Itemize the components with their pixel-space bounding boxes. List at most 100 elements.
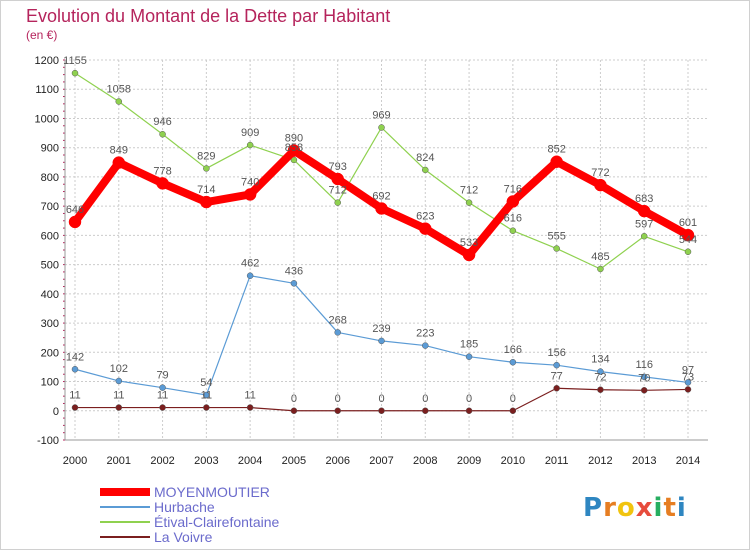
svg-text:Proxiti: Proxiti — [583, 493, 687, 523]
x-tick-label: 2007 — [369, 455, 393, 467]
data-label: 77 — [551, 370, 563, 382]
data-point — [465, 353, 473, 360]
data-label: 1058 — [107, 84, 131, 96]
data-point — [597, 386, 604, 393]
data-point — [290, 407, 298, 415]
data-point — [290, 280, 298, 287]
data-point — [71, 69, 79, 77]
data-point — [550, 155, 563, 168]
data-point — [684, 248, 692, 256]
chart-subtitle: (en €) — [26, 28, 57, 42]
data-label: 969 — [372, 110, 390, 122]
data-label: 134 — [591, 354, 609, 366]
data-point — [115, 377, 123, 385]
data-label: 54 — [200, 377, 212, 389]
data-point — [506, 195, 520, 208]
data-point — [640, 373, 648, 381]
data-label: 70 — [638, 372, 650, 384]
data-point — [68, 215, 82, 229]
x-tick-label: 2004 — [238, 455, 262, 467]
x-tick-label: 2000 — [63, 455, 87, 467]
y-tick-label: 900 — [41, 143, 59, 155]
data-label: 646 — [66, 204, 84, 216]
data-label: 852 — [547, 144, 565, 156]
data-point — [378, 337, 385, 345]
data-point — [290, 156, 298, 164]
legend-label: MOYENMOUTIER — [154, 484, 270, 500]
data-label: 946 — [153, 116, 171, 128]
data-point — [597, 368, 604, 375]
y-tick-label: 1100 — [35, 84, 59, 96]
data-label: 11 — [113, 390, 124, 402]
data-point — [553, 245, 560, 252]
data-label: 73 — [682, 371, 694, 383]
data-point — [246, 141, 254, 149]
legend: MOYENMOUTIERHurbacheÉtival-Clairefontain… — [100, 484, 279, 545]
x-tick-label: 2002 — [150, 455, 174, 467]
data-label: 533 — [460, 237, 478, 249]
data-label: 0 — [466, 393, 472, 405]
x-tick-label: 2005 — [282, 455, 306, 467]
y-tick-label: 200 — [41, 347, 59, 359]
data-point — [375, 202, 388, 215]
data-point — [159, 130, 166, 138]
data-point — [243, 188, 257, 201]
data-point — [112, 156, 126, 169]
y-tick-label: 1200 — [35, 55, 59, 67]
data-label: 824 — [416, 152, 434, 164]
y-tick-label: 400 — [41, 289, 59, 301]
data-point — [509, 358, 517, 366]
data-label: 544 — [679, 234, 697, 246]
data-point — [159, 384, 166, 391]
data-point — [71, 404, 79, 411]
data-label: 239 — [372, 323, 390, 335]
data-point — [509, 227, 517, 234]
x-tick-label: 2012 — [588, 455, 612, 467]
data-label: 0 — [335, 393, 341, 405]
y-tick-label: 100 — [41, 377, 59, 389]
data-label: 778 — [153, 165, 171, 177]
data-label: 793 — [329, 161, 347, 173]
data-label: 616 — [504, 213, 522, 225]
data-point — [203, 404, 210, 411]
data-point — [422, 342, 429, 349]
data-point — [203, 391, 210, 399]
data-label: 142 — [66, 351, 84, 363]
data-label: 555 — [547, 231, 565, 243]
y-tick-label: 600 — [41, 230, 59, 242]
x-tick-label: 2006 — [325, 455, 349, 467]
data-point — [334, 407, 341, 415]
x-tick-label: 2010 — [501, 455, 525, 467]
data-label: 11 — [157, 390, 168, 402]
x-tick-label: 2001 — [107, 455, 131, 467]
data-label: 0 — [422, 393, 428, 405]
data-label: 166 — [504, 344, 522, 356]
data-label: 829 — [197, 150, 215, 162]
data-label: 1155 — [63, 55, 87, 67]
data-label: 712 — [329, 185, 347, 197]
data-label: 268 — [329, 314, 347, 326]
data-point — [246, 404, 254, 411]
data-label: 436 — [285, 265, 303, 277]
data-label: 0 — [510, 393, 516, 405]
data-label: 156 — [547, 347, 565, 359]
y-tick-label: 1000 — [35, 113, 59, 125]
data-label: 462 — [241, 258, 259, 270]
data-label: 185 — [460, 339, 478, 351]
data-point — [640, 387, 648, 394]
data-label: 72 — [594, 372, 606, 384]
plot-area: -100010020030040050060070080090010001100… — [35, 55, 708, 467]
data-label: 11 — [201, 390, 212, 402]
data-point — [203, 165, 210, 172]
data-label: 11 — [244, 390, 255, 402]
data-label: 223 — [416, 328, 434, 340]
x-tick-label: 2003 — [194, 455, 218, 467]
data-point — [422, 407, 429, 415]
legend-label: Hurbache — [154, 499, 215, 515]
data-point — [334, 199, 341, 206]
x-tick-label: 2013 — [632, 455, 656, 467]
data-label: 740 — [241, 176, 259, 188]
data-label: 79 — [156, 370, 168, 382]
data-point — [71, 366, 79, 373]
